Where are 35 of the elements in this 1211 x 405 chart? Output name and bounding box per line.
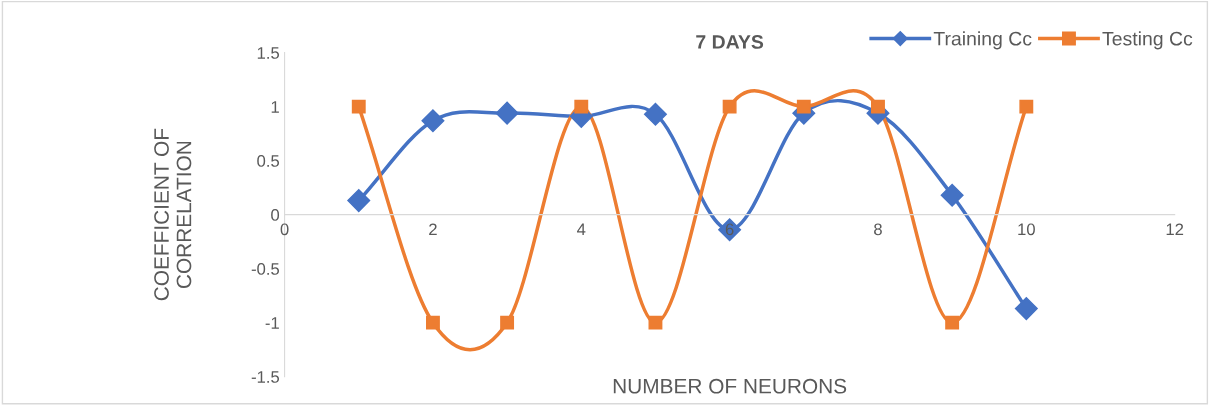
- legend-label: Testing Cc: [1102, 31, 1193, 50]
- point: [940, 183, 964, 207]
- point: [945, 315, 960, 330]
- x-tick-label: 10: [1018, 223, 1035, 236]
- y-tick-label: -1.5: [251, 371, 280, 383]
- legend-label: Training Cc: [933, 31, 1032, 50]
- point: [495, 101, 519, 125]
- point: [500, 315, 515, 330]
- point: [643, 102, 667, 126]
- y-tick-label: 1.5: [257, 47, 280, 59]
- y-tick-label: 0: [271, 209, 280, 221]
- point: [425, 315, 440, 330]
- point: [421, 109, 445, 133]
- y-tick-label: 1: [271, 101, 279, 113]
- x-tick-label: 2: [429, 223, 437, 236]
- point: [574, 99, 589, 114]
- x-tick-label: 4: [577, 223, 586, 236]
- point: [871, 99, 885, 114]
- point: [796, 99, 811, 114]
- point: [648, 315, 663, 330]
- point: [722, 99, 737, 114]
- chart-title: 7 DAYS: [696, 35, 764, 49]
- x-tick-label: 12: [1166, 223, 1184, 236]
- x-tick-label: 8: [874, 223, 882, 236]
- point: [1014, 297, 1038, 321]
- y-axis-title: COEFFICIENT OF CORRELATION: [154, 128, 192, 301]
- point: [351, 99, 366, 114]
- y-tick-label: -0.5: [251, 263, 280, 275]
- x-tick-label: 0: [280, 223, 289, 236]
- y-tick-label: 0.5: [257, 155, 280, 167]
- y-tick-label: -1: [265, 317, 279, 329]
- point: [1019, 99, 1034, 114]
- x-tick-label: 6: [725, 223, 734, 236]
- point: [347, 189, 371, 213]
- x-axis-title: NUMBER OF NEURONS: [613, 378, 847, 394]
